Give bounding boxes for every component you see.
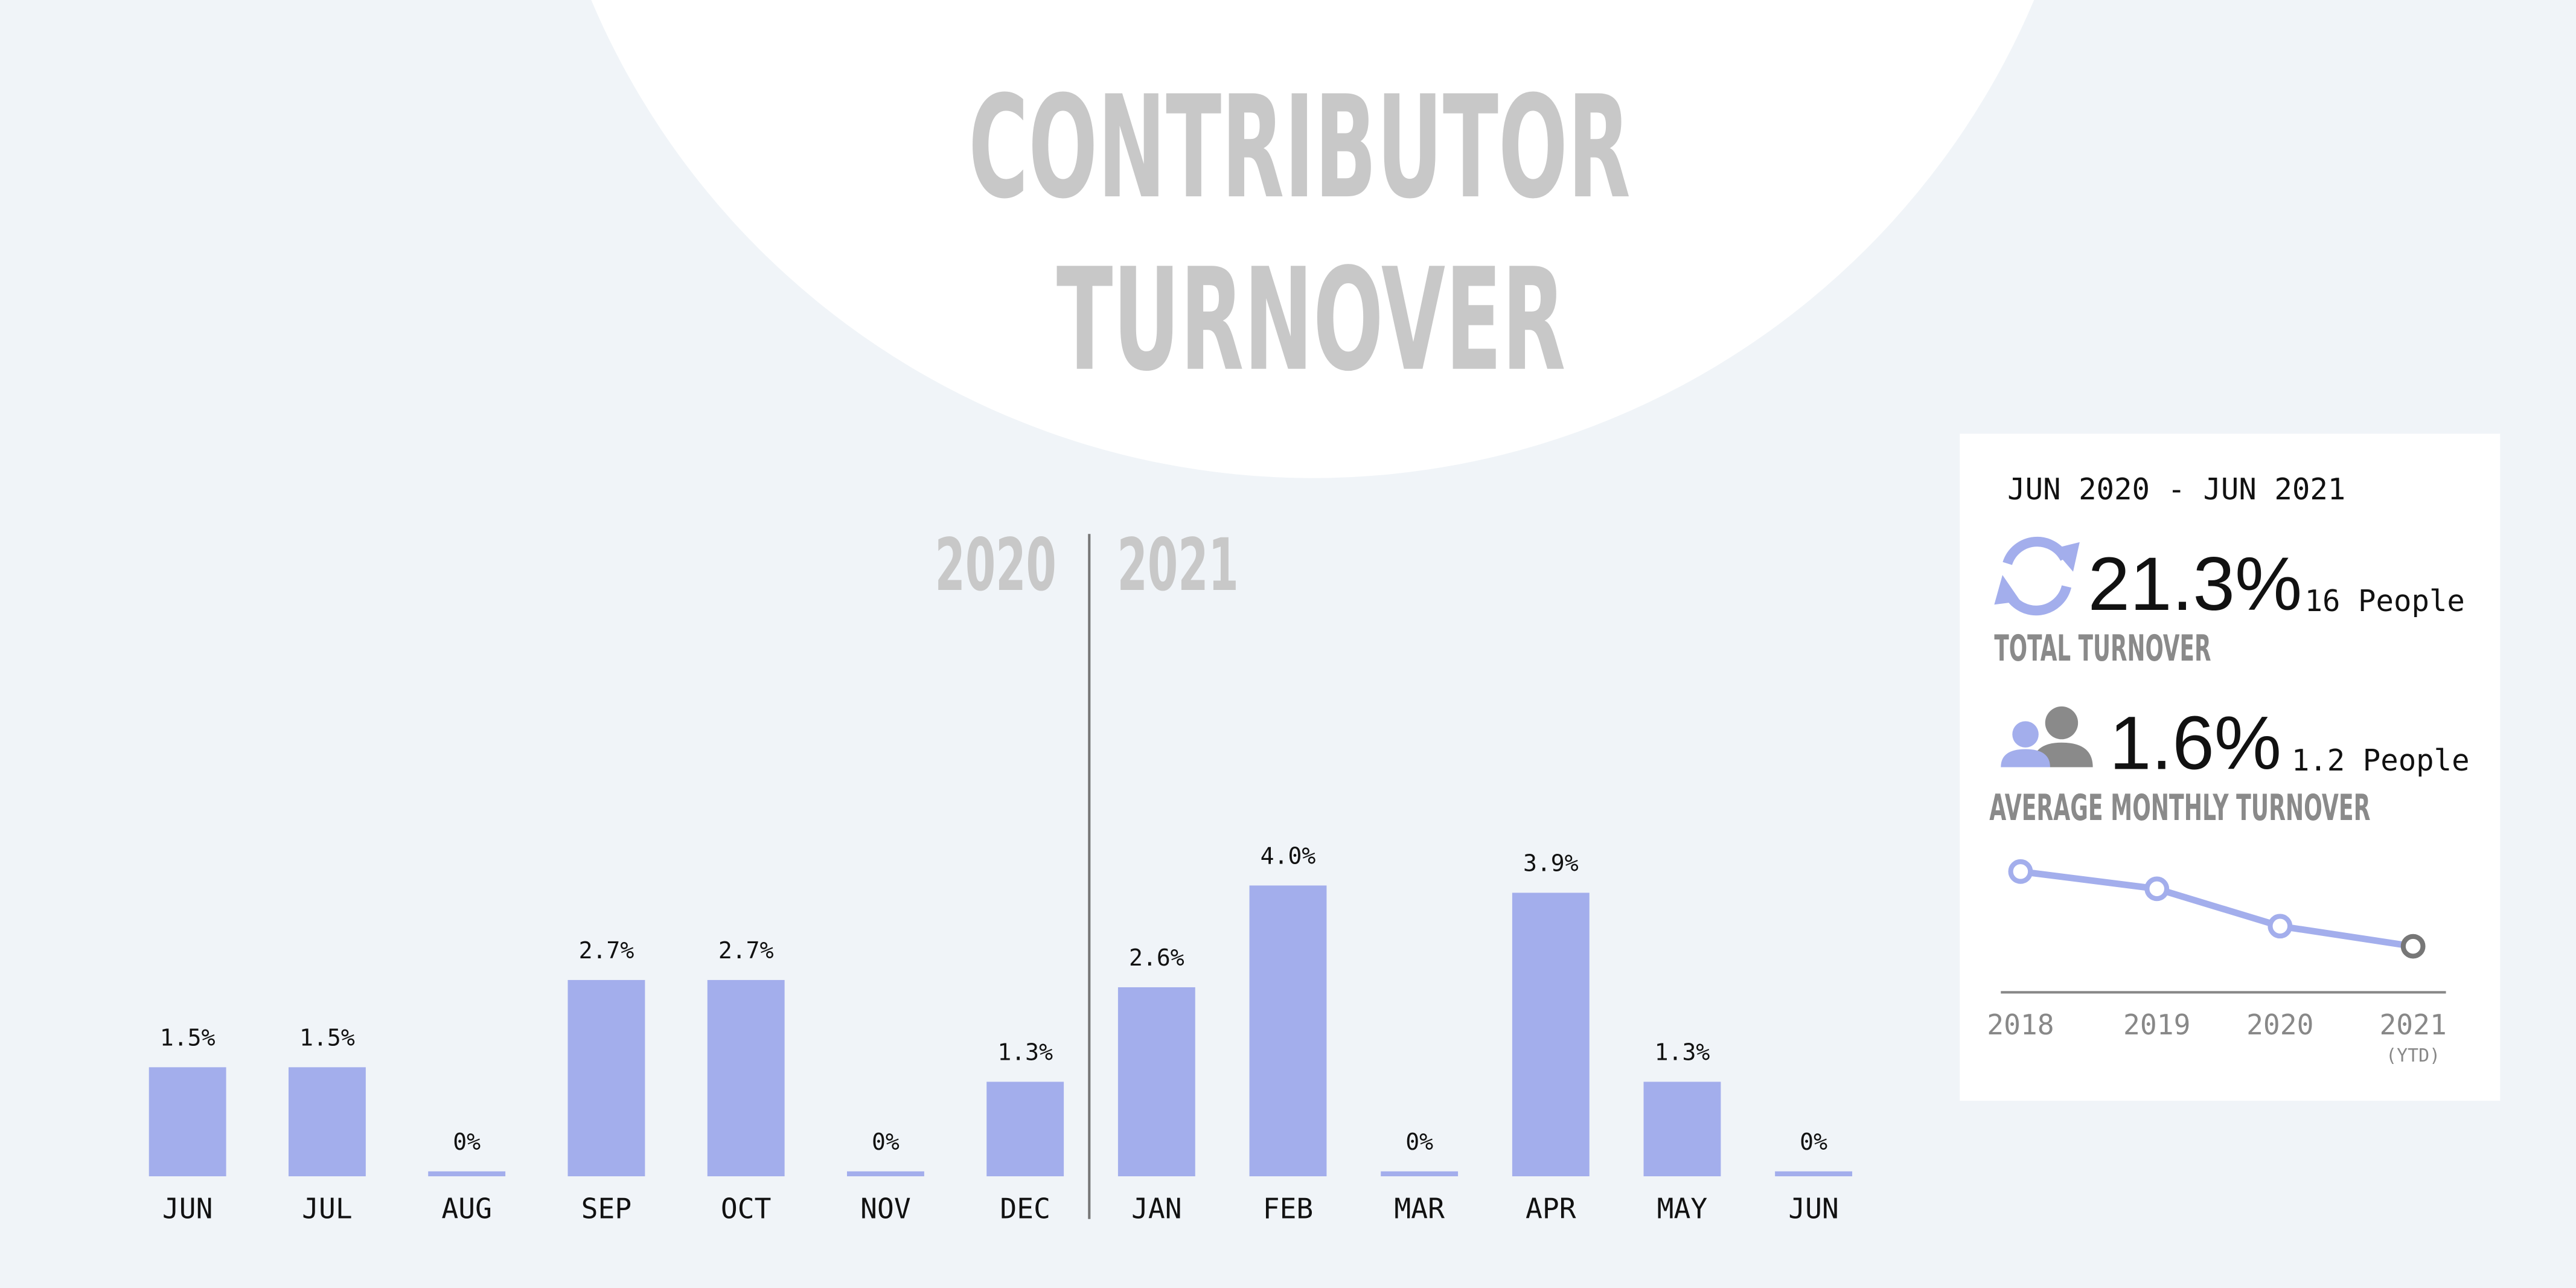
x-tick-label: 2018 <box>1987 1008 2054 1041</box>
bar <box>428 1171 506 1176</box>
trend-point <box>2144 876 2170 902</box>
value-label: 0% <box>453 1129 481 1155</box>
x-tick-label: JAN <box>1131 1193 1182 1225</box>
year-label: 2021 <box>1117 524 1239 607</box>
title-line: CONTRIBUTOR <box>968 66 1630 230</box>
year-label: 2020 <box>935 524 1056 607</box>
value-label: 0% <box>1405 1129 1433 1155</box>
value-label: 1.5% <box>160 1025 216 1051</box>
summary-card: JUN 2020 - JUN 2021 21.3% 16 People TOTA… <box>1960 434 2501 1101</box>
bar <box>986 1081 1064 1176</box>
icon-arrow <box>1994 575 2021 605</box>
value-label: 1.3% <box>997 1039 1053 1066</box>
bar <box>1381 1171 1459 1176</box>
x-tick-label: JUN <box>1788 1193 1839 1225</box>
turnover-icon <box>1994 536 2080 616</box>
x-tick-label: MAY <box>1657 1193 1708 1225</box>
title-line: TURNOVER <box>1056 239 1565 403</box>
total-label: TOTAL TURNOVER <box>1994 627 2211 670</box>
bar <box>1249 885 1327 1176</box>
value-label: 0% <box>872 1129 900 1155</box>
x-tick-label: AUG <box>441 1193 492 1225</box>
icon-arc <box>2004 585 2072 616</box>
card-period: JUN 2020 - JUN 2021 <box>2007 472 2345 507</box>
x-tick-label: 2021 <box>2379 1008 2446 1041</box>
average-value: 1.6% <box>2109 701 2281 786</box>
x-tick-label: 2019 <box>2123 1008 2190 1041</box>
x-tick-label: JUL <box>302 1193 353 1225</box>
trend-line <box>2020 868 2414 950</box>
average-people: 1.2 People <box>2292 743 2470 778</box>
value-label: 2.7% <box>718 937 774 964</box>
x-tick-label: JUN <box>162 1193 213 1225</box>
x-tick-label: DEC <box>1000 1193 1050 1225</box>
bar <box>707 979 785 1176</box>
icon-head <box>2045 706 2079 740</box>
average-label: AVERAGE MONTHLY TURNOVER <box>1989 787 2370 829</box>
total-value: 21.3% <box>2088 542 2302 626</box>
bar <box>288 1067 366 1176</box>
x-tick-label: 2020 <box>2246 1008 2313 1041</box>
x-tick-label: MAR <box>1394 1193 1445 1225</box>
value-label: 1.5% <box>299 1025 355 1051</box>
x-tick-label: NOV <box>860 1193 911 1225</box>
x-tick-label: FEB <box>1263 1193 1314 1225</box>
icon-head <box>2012 721 2039 748</box>
bar <box>847 1171 924 1176</box>
trend-point <box>2268 914 2293 939</box>
value-label: 1.3% <box>1655 1039 1710 1066</box>
people-icon <box>2001 706 2093 767</box>
bar <box>567 979 645 1176</box>
x-tick-note: (YTD) <box>2386 1045 2440 1066</box>
bar <box>1643 1081 1721 1176</box>
bar <box>1512 892 1590 1176</box>
icon-arrow <box>2053 542 2080 572</box>
trend-point <box>2400 934 2426 959</box>
title-circle <box>591 0 2034 478</box>
value-label: 0% <box>1800 1129 1827 1155</box>
value-label: 2.7% <box>579 937 634 964</box>
bar <box>1775 1171 1853 1176</box>
x-tick-label: OCT <box>721 1193 772 1225</box>
value-label: 2.6% <box>1129 944 1184 971</box>
value-label: 4.0% <box>1261 843 1316 870</box>
x-tick-label: SEP <box>581 1193 632 1225</box>
bar <box>149 1067 226 1176</box>
value-label: 3.9% <box>1523 850 1579 877</box>
trend-point <box>2008 859 2033 884</box>
total-people: 16 People <box>2305 584 2465 618</box>
bar <box>1117 987 1195 1176</box>
x-tick-label: APR <box>1526 1193 1576 1225</box>
icon-body <box>2001 749 2050 767</box>
